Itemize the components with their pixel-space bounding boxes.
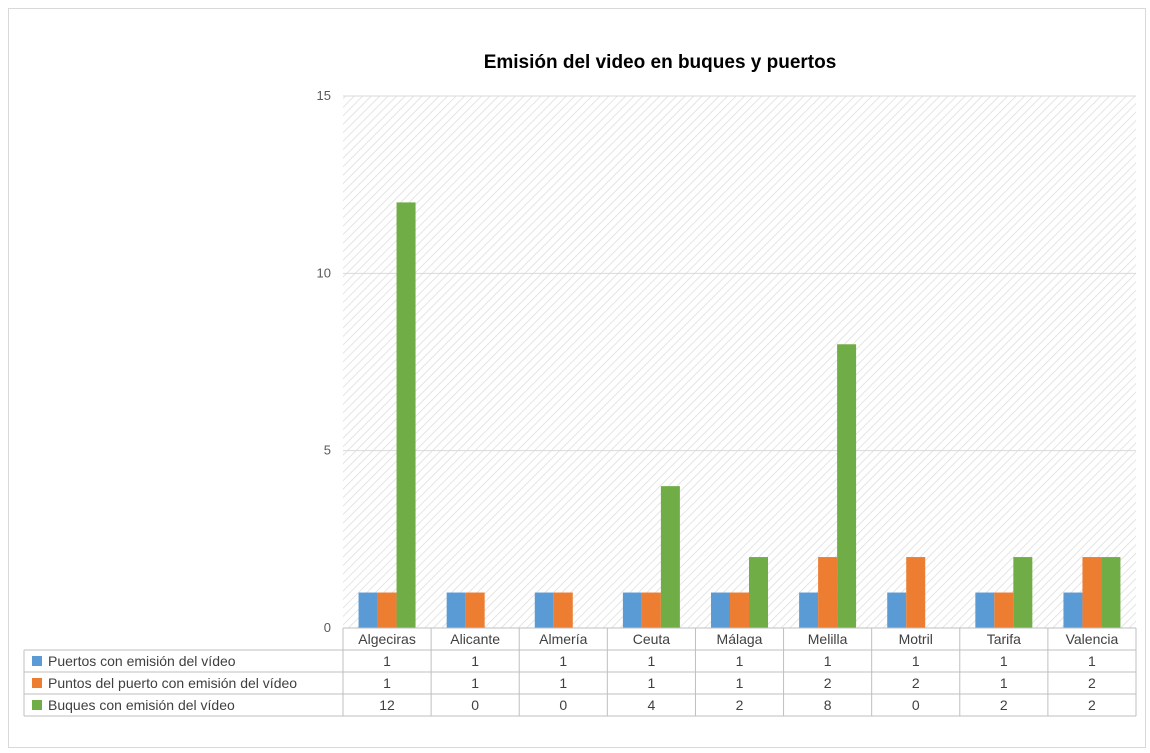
data-table: Algeciras Alicante Almería Ceuta Málaga Melil… — [23, 627, 1137, 717]
bar — [887, 592, 907, 628]
bar — [975, 592, 995, 628]
table-value: 1 — [736, 653, 744, 669]
y-tick-label: 5 — [324, 443, 331, 458]
series-label: Puntos del puerto con emisión del vídeo — [48, 675, 297, 691]
bar — [622, 592, 642, 628]
chart-title: Emisión del video en buques y puertos — [484, 52, 837, 73]
y-tick-label: 10 — [317, 265, 331, 280]
table-value: 4 — [647, 697, 655, 713]
legend-key — [32, 700, 42, 710]
category-label: Almería — [539, 631, 587, 647]
category-label: Valencia — [1066, 631, 1119, 647]
table-value: 8 — [824, 697, 832, 713]
table-value: 1 — [736, 675, 744, 691]
bar — [377, 592, 397, 628]
bar — [465, 592, 485, 628]
table-value: 12 — [379, 697, 395, 713]
bar — [799, 592, 819, 628]
table-value: 1 — [383, 653, 391, 669]
table-value: 1 — [647, 675, 655, 691]
table-value: 1 — [471, 653, 479, 669]
legend-key — [32, 678, 42, 688]
table-value: 1 — [1000, 675, 1008, 691]
y-tick-label: 0 — [324, 620, 331, 635]
bar — [446, 592, 466, 628]
table-value: 2 — [824, 675, 832, 691]
bar — [1013, 557, 1033, 628]
table-value: 2 — [736, 697, 744, 713]
category-label: Motril — [899, 631, 933, 647]
plot-background — [343, 96, 1136, 628]
table-value: 1 — [471, 675, 479, 691]
y-tick-label: 15 — [317, 88, 331, 103]
bar — [660, 486, 680, 628]
table-value: 2 — [1088, 675, 1096, 691]
category-label: Málaga — [717, 631, 763, 647]
bar — [1063, 592, 1083, 628]
category-label: Ceuta — [633, 631, 671, 647]
table-value: 1 — [1000, 653, 1008, 669]
bar — [396, 202, 416, 628]
bar — [994, 592, 1014, 628]
series-label: Puertos con emisión del vídeo — [48, 653, 236, 669]
bar — [553, 592, 573, 628]
table-value: 1 — [912, 653, 920, 669]
table-value: 1 — [559, 653, 567, 669]
bar — [906, 557, 926, 628]
bar — [818, 557, 838, 628]
bar — [749, 557, 768, 628]
bar — [1082, 557, 1102, 628]
table-value: 1 — [383, 675, 391, 691]
series-label: Buques con emisión del vídeo — [48, 697, 235, 713]
bar — [711, 592, 730, 628]
category-label: Algeciras — [358, 631, 416, 647]
table-value: 0 — [912, 697, 920, 713]
table-value: 2 — [1088, 697, 1096, 713]
table-value: 1 — [1088, 653, 1096, 669]
table-value: 2 — [912, 675, 920, 691]
legend-key — [32, 656, 42, 666]
table-value: 2 — [1000, 697, 1008, 713]
table-value: 0 — [471, 697, 479, 713]
bar — [358, 592, 378, 628]
category-label: Melilla — [808, 631, 848, 647]
bar — [1101, 557, 1121, 628]
table-value: 1 — [647, 653, 655, 669]
table-value: 1 — [824, 653, 832, 669]
table-value: 0 — [559, 697, 567, 713]
plot-area: 0 5 10 15 — [317, 88, 1136, 635]
bar — [641, 592, 661, 628]
bar — [837, 344, 857, 628]
category-label: Tarifa — [987, 631, 1021, 647]
bar — [534, 592, 554, 628]
category-label: Alicante — [450, 631, 500, 647]
bar — [730, 592, 749, 628]
table-value: 1 — [559, 675, 567, 691]
